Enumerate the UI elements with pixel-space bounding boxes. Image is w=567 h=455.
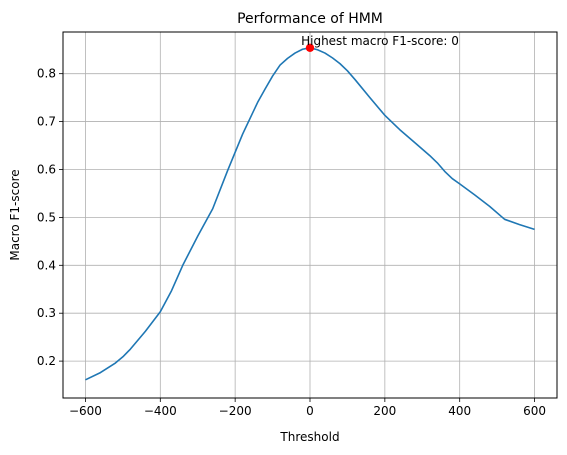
y-tick-label: 0.5 bbox=[37, 210, 56, 224]
y-axis-label: Macro F1-score bbox=[8, 169, 22, 260]
x-tick-label: 600 bbox=[523, 404, 546, 418]
y-tick-label: 0.2 bbox=[37, 354, 56, 368]
chart-title: Performance of HMM bbox=[237, 11, 383, 27]
max-point-marker bbox=[305, 43, 315, 53]
y-tick-label: 0.8 bbox=[37, 67, 56, 81]
x-axis-ticks: −600 −400 −200 0 200 400 600 bbox=[69, 398, 546, 418]
x-tick-label: 200 bbox=[373, 404, 396, 418]
y-tick-label: 0.6 bbox=[37, 162, 56, 176]
highlight-layer bbox=[305, 43, 315, 53]
y-tick-label: 0.3 bbox=[37, 306, 56, 320]
x-tick-label: 0 bbox=[306, 404, 314, 418]
max-annotation: Highest macro F1-score: 0 bbox=[301, 34, 459, 48]
x-tick-label: 400 bbox=[448, 404, 471, 418]
x-axis-label: Threshold bbox=[279, 430, 339, 444]
y-axis-ticks: 0.2 0.3 0.4 0.5 0.6 0.7 0.8 bbox=[37, 67, 63, 368]
y-tick-label: 0.4 bbox=[37, 258, 56, 272]
y-tick-label: 0.7 bbox=[37, 115, 56, 129]
x-tick-label: −400 bbox=[144, 404, 177, 418]
x-tick-label: −600 bbox=[69, 404, 102, 418]
grid bbox=[63, 32, 557, 398]
x-tick-label: −200 bbox=[219, 404, 252, 418]
